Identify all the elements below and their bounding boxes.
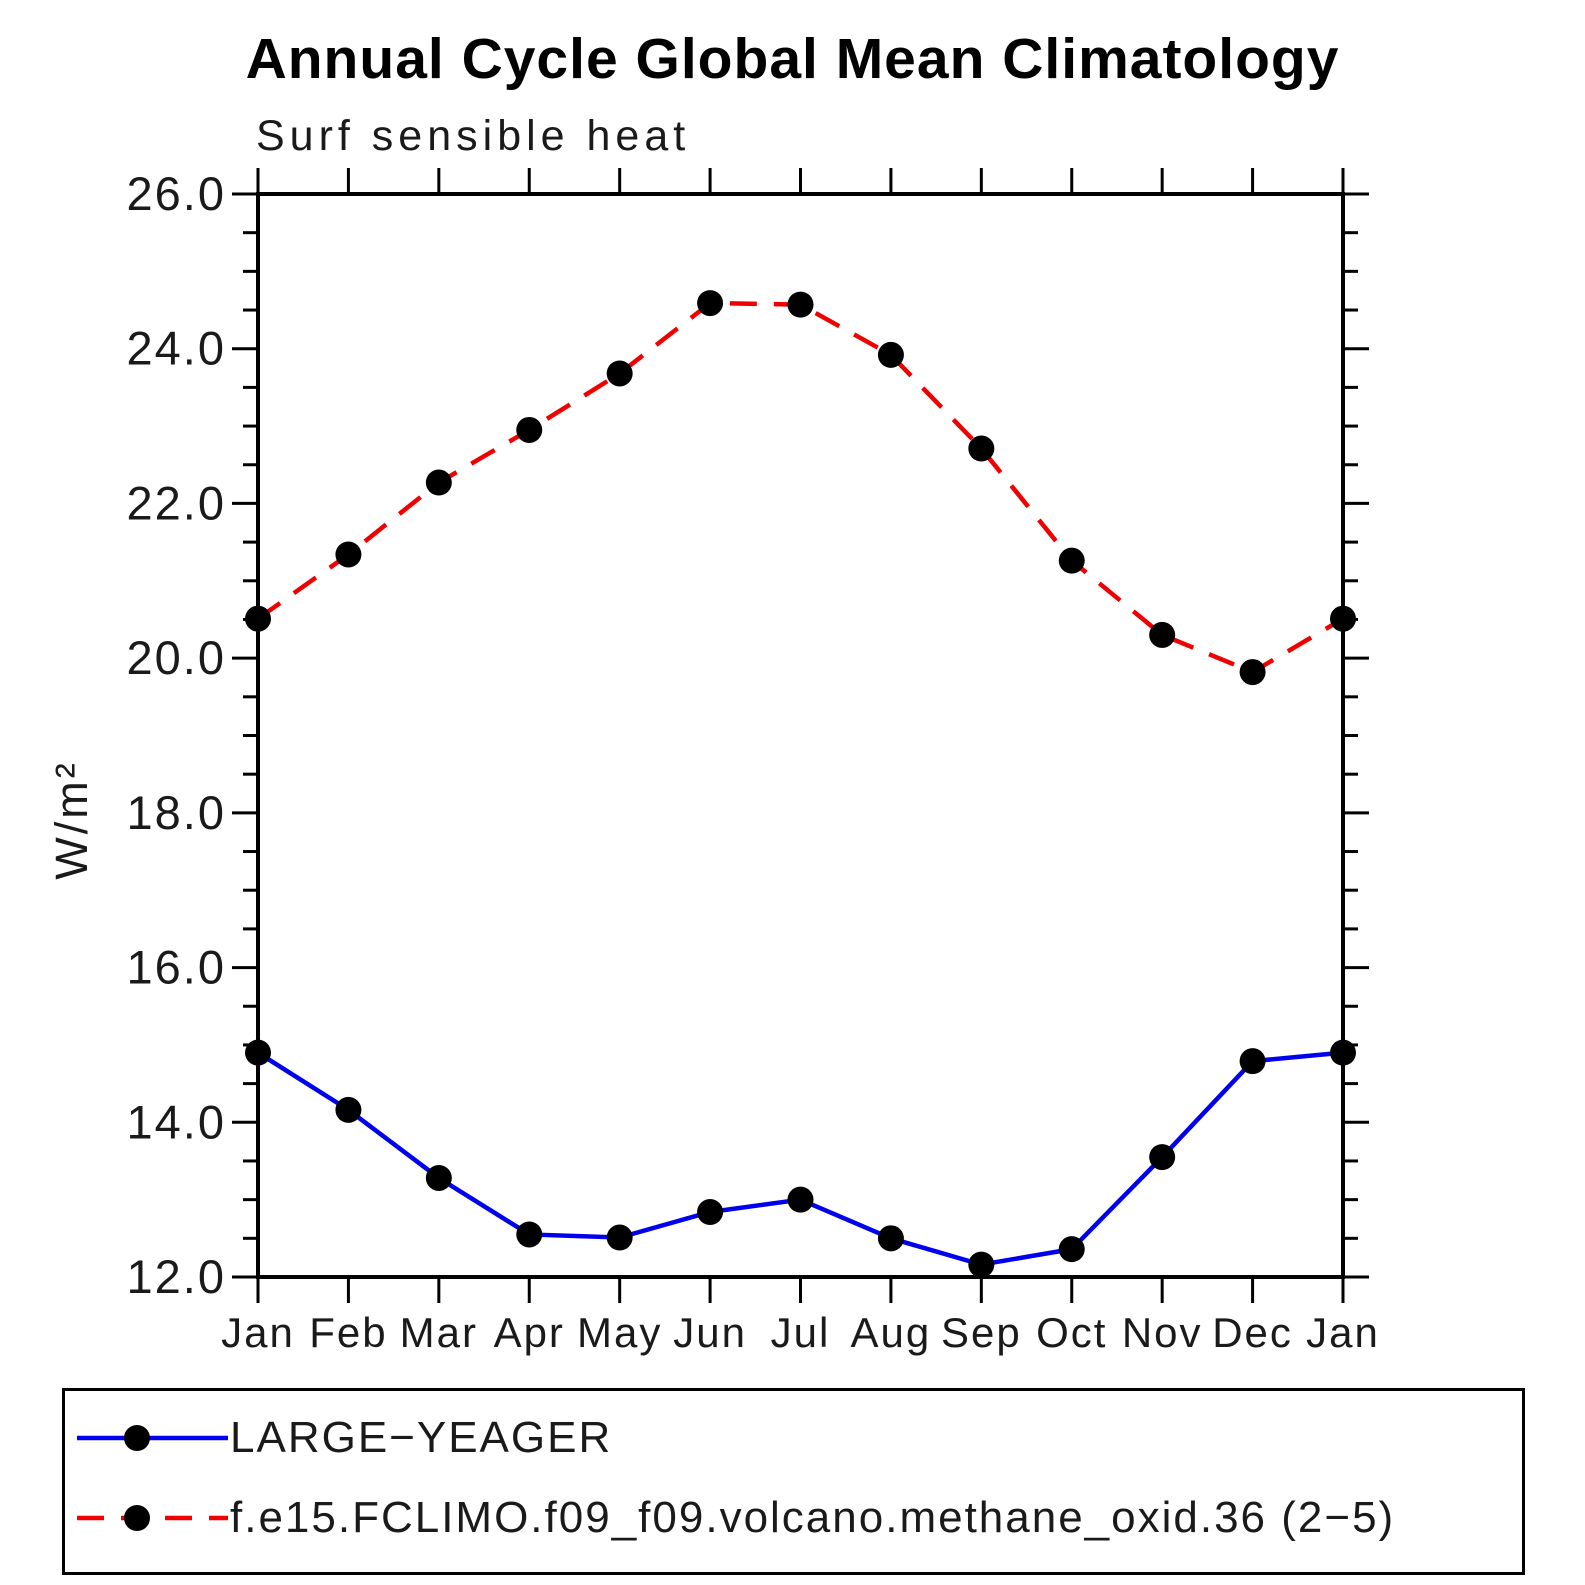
data-point bbox=[1239, 659, 1266, 686]
data-point bbox=[877, 1225, 904, 1252]
x-tick-label: Jun bbox=[673, 1309, 747, 1356]
data-point bbox=[1058, 547, 1085, 574]
data-point bbox=[606, 360, 633, 387]
data-point bbox=[1058, 1236, 1085, 1263]
y-tick-label: 24.0 bbox=[127, 322, 226, 375]
legend-item-model-run: f.e15.FCLIMO.f09_f09.volcano.methane_oxi… bbox=[75, 1483, 1395, 1553]
data-point bbox=[877, 341, 904, 368]
data-point bbox=[245, 605, 271, 632]
legend-marker-dot bbox=[124, 1505, 150, 1531]
y-tick-label: 20.0 bbox=[127, 631, 226, 684]
chart-title: Annual Cycle Global Mean Climatology bbox=[245, 27, 1340, 91]
chart-subtitle: Surf sensible heat bbox=[256, 112, 691, 160]
y-tick-label: 16.0 bbox=[127, 941, 226, 994]
series-markers-1 bbox=[245, 290, 1356, 686]
legend: LARGE−YEAGER f.e15.FCLIMO.f09_f09.volcan… bbox=[62, 1388, 1525, 1575]
series-line-1 bbox=[256, 300, 1345, 675]
x-tick-label: Aug bbox=[851, 1309, 932, 1356]
data-point bbox=[1149, 621, 1176, 648]
data-point bbox=[606, 1224, 633, 1251]
plot-frame bbox=[256, 192, 1345, 1279]
legend-marker-dot bbox=[124, 1425, 150, 1451]
y-axis: 12.0 14.0 16.0 18.0 20.0 22.0 24.0 26.0 bbox=[127, 167, 1369, 1303]
data-point bbox=[787, 291, 814, 318]
y-tick-label: 12.0 bbox=[127, 1250, 226, 1303]
data-point bbox=[335, 1096, 362, 1123]
x-tick-label: Jan bbox=[1306, 1309, 1380, 1356]
legend-sample-solid-line bbox=[77, 1425, 228, 1451]
x-tick-label: Feb bbox=[309, 1309, 387, 1356]
data-point bbox=[245, 1039, 271, 1066]
legend-label: f.e15.FCLIMO.f09_f09.volcano.methane_oxi… bbox=[230, 1493, 1396, 1542]
data-point bbox=[968, 435, 995, 462]
y-tick-label: 14.0 bbox=[127, 1095, 226, 1148]
data-point bbox=[1330, 605, 1356, 632]
data-point bbox=[1330, 1039, 1356, 1066]
data-point bbox=[787, 1186, 814, 1213]
x-tick-label: Oct bbox=[1036, 1309, 1107, 1356]
x-tick-label: Dec bbox=[1212, 1309, 1293, 1356]
x-tick-label: May bbox=[577, 1309, 662, 1356]
data-point bbox=[335, 541, 362, 568]
data-point bbox=[697, 1199, 724, 1226]
legend-sample-dashed-line bbox=[77, 1505, 228, 1531]
series-markers-0 bbox=[245, 1039, 1356, 1278]
data-point bbox=[516, 416, 543, 443]
y-tick-label: 26.0 bbox=[127, 167, 226, 220]
series-line-0 bbox=[256, 1050, 1344, 1267]
y-tick-label: 18.0 bbox=[127, 786, 226, 839]
x-tick-label: Apr bbox=[494, 1309, 565, 1356]
x-tick-label: Mar bbox=[400, 1309, 478, 1356]
x-tick-label: Jul bbox=[771, 1309, 831, 1356]
data-point bbox=[516, 1221, 543, 1248]
data-point bbox=[1239, 1048, 1266, 1075]
x-axis: Jan Feb Mar Apr May Jun Jul Aug Sep Oct Nov Dec Jan bbox=[221, 168, 1380, 1356]
legend-item-large-yeager: LARGE−YEAGER bbox=[75, 1403, 612, 1473]
x-tick-label: Jan bbox=[221, 1309, 295, 1356]
x-tick-label: Nov bbox=[1122, 1309, 1203, 1356]
data-point bbox=[697, 290, 724, 317]
data-point bbox=[968, 1251, 995, 1278]
x-tick-label: Sep bbox=[941, 1309, 1022, 1356]
y-tick-label: 22.0 bbox=[127, 476, 226, 529]
data-point bbox=[425, 469, 452, 496]
data-point bbox=[1149, 1144, 1176, 1171]
legend-label: LARGE−YEAGER bbox=[230, 1413, 613, 1462]
data-point bbox=[425, 1164, 452, 1191]
